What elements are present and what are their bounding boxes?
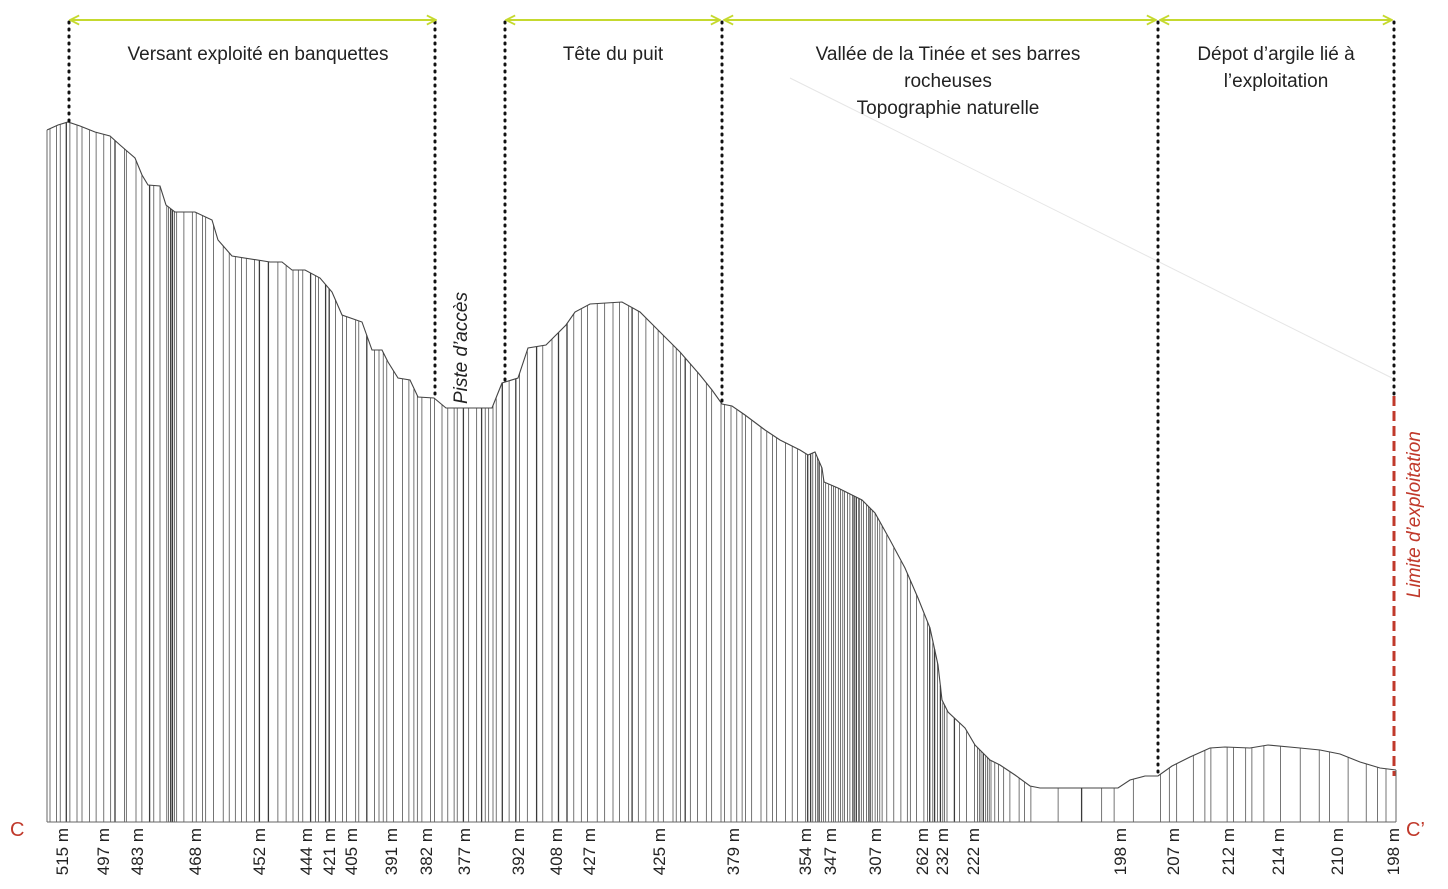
altitude-label: 497 m [94,828,113,875]
zone-label-tete-puit: Tête du puit [563,44,664,65]
profile-outline [46,121,1397,789]
zone-label-depot: Dépot d’argile lié à [1197,44,1355,65]
altitude-label: 391 m [382,828,401,875]
zone-label-vallee: Topographie naturelle [857,98,1040,119]
altitude-label: 222 m [964,828,983,875]
altitude-label: 354 m [796,828,815,875]
altitude-label: 210 m [1328,828,1347,875]
endpoint-end: C’ [1406,819,1425,841]
endpoint-start: C [10,819,24,841]
altitude-labels: 515 m 497 m 483 m 468 m 452 m 444 m 421 m 405 m… [53,828,1403,875]
access-road-label: Piste d’accès [451,292,472,404]
exploitation-limit-label: Limite d’exploitation [1404,431,1425,598]
altitude-label: 379 m [724,828,743,875]
zone-label-vallee: rocheuses [904,71,992,92]
guide-line [789,77,1393,379]
altitude-label: 408 m [547,828,566,875]
altitude-label: 232 m [933,828,952,875]
profile-hatching [49,122,1387,822]
altitude-label: 198 m [1384,828,1403,875]
altitude-label: 377 m [455,828,474,875]
zone-label-depot: l’exploitation [1224,71,1329,92]
altitude-label: 307 m [866,828,885,875]
altitude-label: 405 m [342,828,361,875]
profile-fill [47,122,1396,822]
zone-label-vallee: Vallée de la Tinée et ses barres [816,44,1081,65]
altitude-label: 207 m [1164,828,1183,875]
altitude-label: 425 m [650,828,669,875]
altitude-label: 515 m [53,828,72,875]
altitude-label: 198 m [1111,828,1130,875]
terrain-profile [46,121,1397,823]
altitude-label: 382 m [417,828,436,875]
zone-boundaries [67,20,1396,778]
altitude-label: 214 m [1269,828,1288,875]
altitude-label: 212 m [1219,828,1238,875]
altitude-label: 347 m [821,828,840,875]
altitude-label: 468 m [186,828,205,875]
altitude-label: 427 m [580,828,599,875]
altitude-label: 483 m [128,828,147,875]
altitude-label: 262 m [913,828,932,875]
altitude-label: 452 m [250,828,269,875]
zone-label-banquettes: Versant exploité en banquettes [128,44,389,65]
altitude-label: 421 m [320,828,339,875]
altitude-label: 392 m [509,828,528,875]
altitude-label: 444 m [297,828,316,875]
